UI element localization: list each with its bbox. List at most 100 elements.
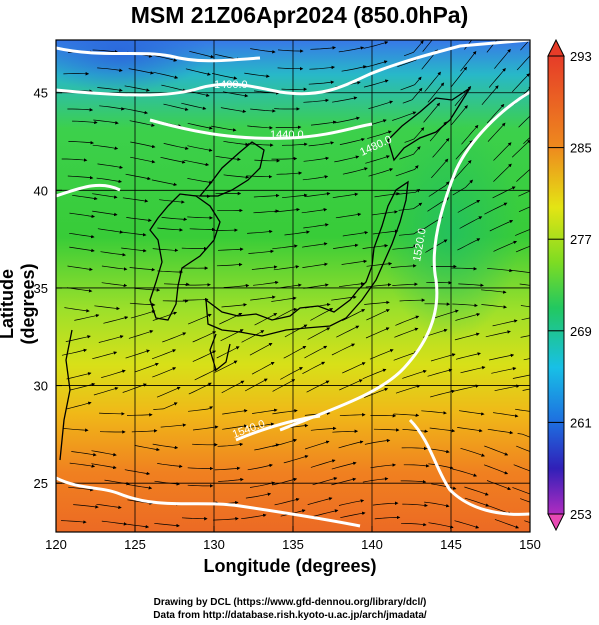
streamline	[363, 41, 389, 49]
streamline	[97, 163, 123, 169]
streamline	[71, 451, 97, 457]
streamline	[302, 361, 326, 375]
streamline	[306, 380, 330, 393]
streamline	[434, 309, 459, 319]
streamline	[152, 311, 178, 321]
streamline	[372, 229, 399, 235]
streamline	[455, 312, 481, 321]
streamline	[460, 366, 486, 374]
streamline	[310, 120, 337, 126]
streamline	[99, 412, 125, 416]
streamline	[254, 313, 278, 326]
streamline	[247, 229, 273, 234]
streamline	[185, 68, 211, 76]
streamline	[91, 450, 117, 457]
streamline	[334, 116, 360, 124]
streamline	[284, 324, 308, 338]
streamline	[159, 199, 185, 204]
streamline	[74, 313, 100, 321]
streamline	[217, 247, 244, 252]
credit-drawing: Drawing by DCL (https://www.gfd-dennou.o…	[153, 597, 427, 608]
streamline	[131, 429, 158, 433]
streamline	[489, 353, 515, 361]
streamline	[92, 144, 119, 150]
streamline	[511, 139, 530, 158]
streamline	[429, 427, 456, 433]
streamline	[187, 145, 213, 152]
streamline	[364, 438, 391, 445]
streamline	[512, 73, 530, 93]
streamline	[339, 413, 366, 417]
streamline	[362, 368, 387, 380]
streamline	[250, 108, 276, 113]
streamline	[459, 216, 483, 229]
streamline	[163, 282, 190, 287]
streamline	[488, 67, 506, 88]
streamline	[395, 165, 419, 177]
streamline	[516, 445, 530, 452]
streamline	[483, 464, 509, 475]
streamline	[126, 217, 152, 223]
y-tick-label: 35	[34, 281, 48, 296]
streamline	[73, 504, 99, 509]
streamline	[481, 85, 499, 106]
streamline	[487, 268, 513, 273]
streamline	[217, 442, 244, 447]
streamline	[303, 98, 329, 103]
streamline	[481, 289, 507, 294]
streamline	[121, 247, 147, 253]
streamline	[62, 428, 89, 432]
streamline	[366, 309, 390, 321]
streamline	[515, 245, 530, 253]
streamline	[484, 202, 508, 215]
streamline	[302, 242, 328, 248]
streamline	[523, 358, 530, 361]
contour-label: 1520.0	[411, 227, 429, 262]
streamline	[421, 410, 447, 415]
streamline	[245, 492, 272, 499]
streamline	[308, 80, 335, 85]
streamline	[130, 141, 156, 149]
streamline	[222, 409, 248, 415]
streamline	[431, 483, 457, 490]
streamline	[181, 102, 207, 110]
streamline	[97, 67, 123, 72]
streamline	[220, 107, 247, 114]
streamline	[516, 168, 530, 182]
streamline	[374, 515, 401, 520]
streamline	[274, 497, 300, 506]
streamline	[134, 288, 161, 292]
streamline	[332, 429, 359, 434]
streamline	[486, 103, 505, 124]
streamline	[519, 283, 530, 286]
streamline	[92, 49, 119, 54]
streamline	[450, 66, 468, 88]
streamline	[67, 175, 94, 180]
streamline	[400, 76, 422, 91]
colorbar-bottom-arrow	[547, 513, 565, 532]
streamline	[331, 343, 356, 356]
streamline	[336, 325, 360, 338]
streamline	[457, 427, 483, 433]
streamline	[61, 348, 88, 356]
streamline	[492, 319, 518, 327]
streamline	[221, 303, 247, 308]
streamline	[152, 54, 178, 62]
streamline	[308, 141, 335, 147]
streamline	[432, 137, 450, 158]
streamline	[366, 262, 393, 267]
streamline	[310, 46, 336, 50]
streamline	[374, 192, 400, 198]
streamline	[338, 282, 365, 288]
streamline	[192, 442, 218, 447]
streamline	[250, 48, 276, 54]
streamline	[247, 143, 274, 147]
streamline	[123, 523, 150, 529]
streamline	[520, 498, 530, 503]
streamline	[188, 382, 212, 395]
streamline	[342, 309, 366, 322]
streamline	[428, 522, 454, 529]
colorbar-label: 285	[570, 141, 592, 156]
streamline	[370, 463, 396, 469]
streamline	[247, 463, 273, 471]
